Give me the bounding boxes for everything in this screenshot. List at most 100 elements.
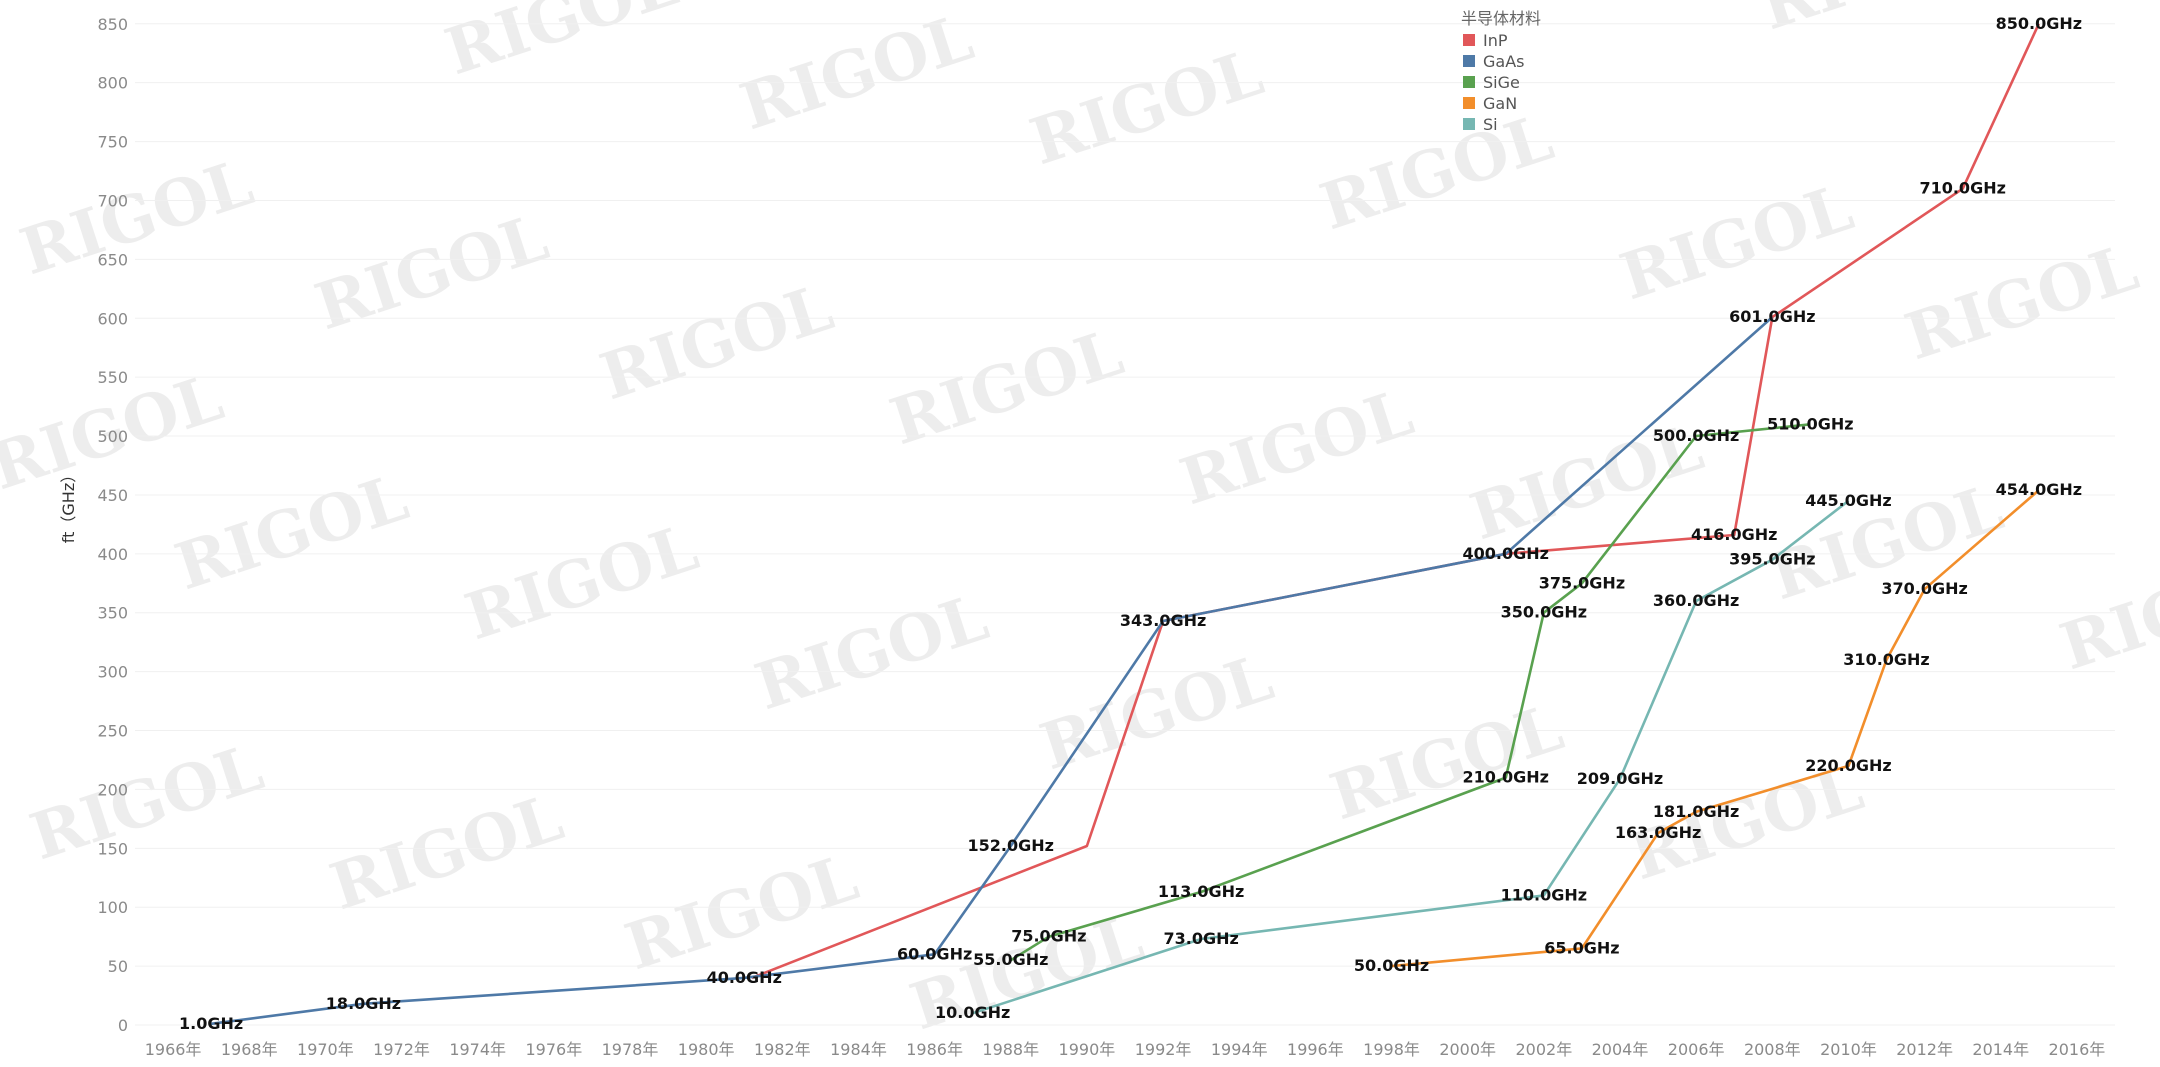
data-label: 500.0GHz <box>1653 426 1739 445</box>
data-label: 209.0GHz <box>1577 769 1663 788</box>
y-tick-label: 50 <box>108 957 128 976</box>
data-label: 400.0GHz <box>1463 544 1549 563</box>
data-label: 416.0GHz <box>1691 525 1777 544</box>
y-tick-label: 700 <box>97 191 128 210</box>
watermark-text: RIGOL <box>437 0 687 90</box>
y-tick-label: 350 <box>97 604 128 623</box>
x-tick-label: 1998年 <box>1363 1040 1420 1059</box>
x-tick-label: 2008年 <box>1744 1040 1801 1059</box>
y-tick-label: 0 <box>118 1016 128 1035</box>
data-label: 220.0GHz <box>1805 756 1891 775</box>
watermark-text: RIGOL <box>22 730 272 875</box>
data-label: 60.0GHz <box>897 944 972 963</box>
watermark-text: RIGOL <box>322 780 572 925</box>
data-label: 445.0GHz <box>1805 491 1891 510</box>
y-tick-label: 450 <box>97 486 128 505</box>
legend-item-si: Si <box>1483 115 1498 134</box>
legend-swatch-sige <box>1463 76 1475 88</box>
y-tick-label: 650 <box>97 250 128 269</box>
legend-swatch-inp <box>1463 34 1475 46</box>
y-tick-label: 250 <box>97 722 128 741</box>
y-tick-label: 800 <box>97 74 128 93</box>
x-tick-label: 2002年 <box>1515 1040 1572 1059</box>
watermark-text: RIGOL <box>732 0 982 145</box>
data-label: 110.0GHz <box>1501 885 1587 904</box>
x-tick-label: 1970年 <box>297 1040 354 1059</box>
watermark-text: RIGOL <box>1172 375 1422 520</box>
watermark-text: RIGOL <box>1312 100 1562 245</box>
data-label: 40.0GHz <box>707 968 782 987</box>
series-layer <box>211 23 2040 1026</box>
data-label: 710.0GHz <box>1919 179 2005 198</box>
series-line-si <box>972 499 1850 1015</box>
data-label: 55.0GHz <box>973 950 1048 969</box>
x-tick-label: 1986年 <box>906 1040 963 1059</box>
y-tick-label: 150 <box>97 839 128 858</box>
data-label: 310.0GHz <box>1843 650 1929 669</box>
x-tick-label: 1994年 <box>1211 1040 1268 1059</box>
legend-swatch-gan <box>1463 97 1475 109</box>
x-tick-label: 1990年 <box>1059 1040 1116 1059</box>
watermark-text: RIGOL <box>902 900 1152 1045</box>
data-label: 181.0GHz <box>1653 802 1739 821</box>
y-tick-label: 550 <box>97 368 128 387</box>
watermark-text: RIGOL <box>1612 170 1862 315</box>
watermark-text: RIGOL <box>457 510 707 655</box>
watermark-text: RIGOL <box>1032 640 1282 785</box>
data-label: 65.0GHz <box>1544 938 1619 957</box>
data-label: 850.0GHz <box>1996 14 2082 33</box>
watermark-text: RIGOL <box>882 315 1132 460</box>
legend-item-gaas: GaAs <box>1483 52 1524 71</box>
watermark-text: RIGOL <box>1022 35 1272 180</box>
data-label-layer: 343.0GHz 416.0GHz 601.0GHz 710.0GHz 850.0GHz… <box>179 14 2082 1033</box>
x-tick-label: 2012年 <box>1896 1040 1953 1059</box>
x-tick-label: 1992年 <box>1135 1040 1192 1059</box>
y-axis-label: ft（GHz） <box>59 467 78 543</box>
legend: 半导体材料 InP GaAs SiGe GaN Si <box>1461 9 1541 134</box>
x-tick-label: 1976年 <box>525 1040 582 1059</box>
watermark-text: RIGOL <box>1322 690 1572 835</box>
series-line-inp <box>751 23 2040 980</box>
x-tick-label: 1984年 <box>830 1040 887 1059</box>
legend-title: 半导体材料 <box>1461 9 1541 28</box>
y-tick-label: 200 <box>97 780 128 799</box>
y-tick-label: 400 <box>97 545 128 564</box>
data-label: 350.0GHz <box>1501 603 1587 622</box>
x-tick-label: 1972年 <box>373 1040 430 1059</box>
watermark-text: RIGOL <box>307 200 557 345</box>
data-label: 510.0GHz <box>1767 414 1853 433</box>
x-tick-label: 2000年 <box>1439 1040 1496 1059</box>
legend-swatch-gaas <box>1463 55 1475 67</box>
x-tick-label: 1974年 <box>449 1040 506 1059</box>
x-tick-label: 1968年 <box>221 1040 278 1059</box>
watermark-text: RIGOL <box>617 840 867 985</box>
data-label: 360.0GHz <box>1653 591 1739 610</box>
x-tick-label: 1988年 <box>982 1040 1039 1059</box>
legend-item-gan: GaN <box>1483 94 1517 113</box>
legend-item-inp: InP <box>1483 31 1508 50</box>
data-label: 10.0GHz <box>935 1003 1010 1022</box>
data-label: 75.0GHz <box>1011 927 1086 946</box>
data-label: 210.0GHz <box>1463 768 1549 787</box>
data-label: 152.0GHz <box>968 836 1054 855</box>
series-line-sige <box>1010 423 1811 962</box>
legend-item-sige: SiGe <box>1483 73 1520 92</box>
grid-layer <box>135 23 2115 1026</box>
y-tick-label: 300 <box>97 663 128 682</box>
watermark-text: RIGOL <box>592 270 842 415</box>
data-label: 601.0GHz <box>1729 307 1815 326</box>
watermark-text: RIGOL <box>1752 0 2002 45</box>
x-tick-label: 2014年 <box>1972 1040 2029 1059</box>
watermark-text: RIGOL <box>747 580 997 725</box>
x-tick-label: 1982年 <box>754 1040 811 1059</box>
data-label: 50.0GHz <box>1354 956 1429 975</box>
x-tick-label: 1966年 <box>145 1040 202 1059</box>
watermark-text: RIGOL <box>12 145 262 290</box>
x-tick-label: 1980年 <box>678 1040 735 1059</box>
x-tick-label: 2004年 <box>1592 1040 1649 1059</box>
watermark-text: RIGOL <box>167 460 417 605</box>
watermark-text: RIGOL <box>1897 230 2147 375</box>
